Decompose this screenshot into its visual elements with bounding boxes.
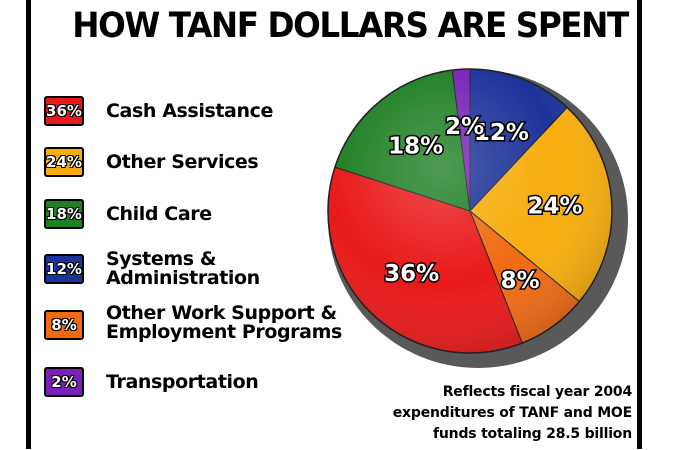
legend-swatch-other-services: 24% xyxy=(44,147,84,177)
legend-label-transportation: Transportation xyxy=(106,371,259,393)
pie-label-transportation: 2% xyxy=(445,114,484,140)
legend-label-line: Administration xyxy=(106,267,260,289)
legend-swatch-child-care: 18% xyxy=(44,199,84,229)
legend-label-other-services: Other Services xyxy=(106,151,259,173)
legend-label-line: Other Work Support & xyxy=(106,302,337,324)
chart-note: Reflects fiscal year 2004 expenditures o… xyxy=(360,382,632,445)
pie-shading xyxy=(328,69,612,353)
pie-label-systems-administration: 12% xyxy=(474,120,529,146)
legend-swatch-transportation: 2% xyxy=(44,367,84,397)
legend-label-line: Child Care xyxy=(106,203,212,225)
pie-label-other-services: 24% xyxy=(527,194,582,220)
legend-label-other-work-support: Other Work Support & Employment Programs xyxy=(106,304,342,342)
chart-title: HOW TANF DOLLARS ARE SPENT xyxy=(72,6,629,46)
pie-label-cash-assistance: 36% xyxy=(384,261,439,287)
legend-label-systems-administration: Systems & Administration xyxy=(106,250,260,288)
pie-label-child-care: 18% xyxy=(388,133,443,159)
pie-outline xyxy=(327,68,613,354)
note-line: expenditures of TANF and MOE xyxy=(392,405,632,421)
legend-label-line: Systems & xyxy=(106,248,217,270)
legend-label-line: Cash Assistance xyxy=(106,100,273,122)
pie-data-labels: 12% 24% 8% 36% 18%2% xyxy=(383,113,584,296)
legend-swatch-systems-administration: 12% xyxy=(44,254,84,284)
note-line: Reflects fiscal year 2004 xyxy=(442,384,633,400)
legend-label-line: Transportation xyxy=(106,371,259,393)
legend-label-child-care: Child Care xyxy=(106,205,212,224)
legend-swatch-cash-assistance: 36% xyxy=(44,96,84,126)
note-line: funds totaling 28.5 billion xyxy=(433,426,632,442)
legend-label-line: Employment Programs xyxy=(106,321,342,343)
legend-label-line: Other Services xyxy=(106,151,259,173)
legend-label-cash-assistance: Cash Assistance xyxy=(106,102,273,121)
pie-label-other-work-support: 8% xyxy=(501,268,540,294)
legend-swatch-other-work-support: 8% xyxy=(44,310,84,340)
